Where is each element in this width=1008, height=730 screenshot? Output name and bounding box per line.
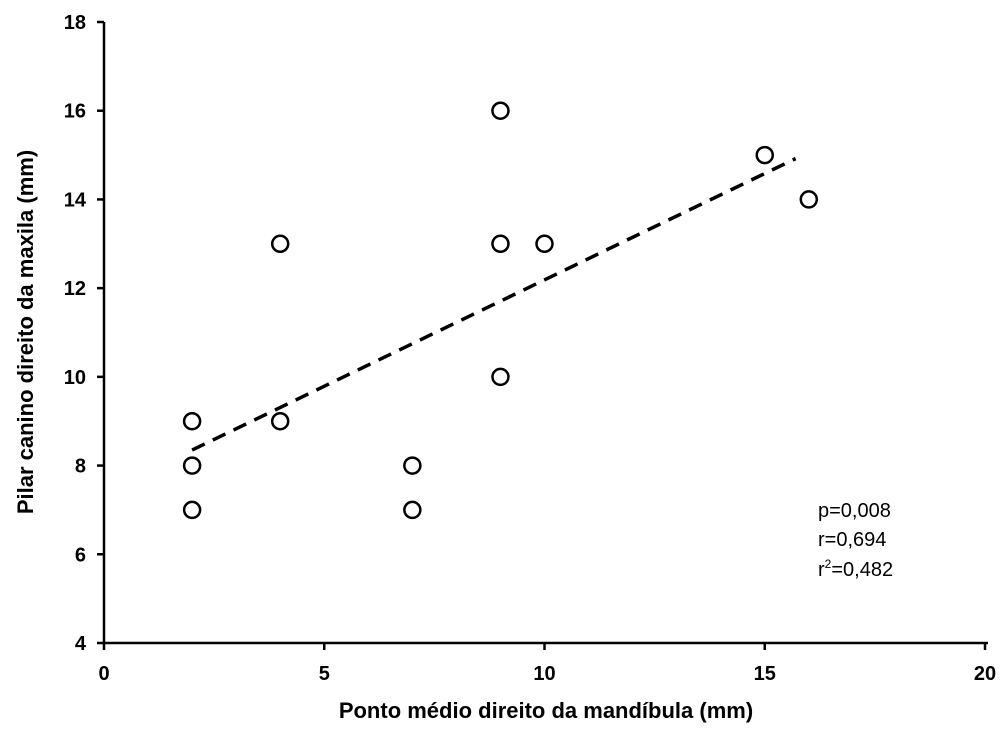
data-point — [491, 367, 510, 387]
data-point — [270, 234, 290, 254]
y-ticks: 4 6 8 10 12 14 16 18 — [64, 12, 104, 655]
x-tick-label: 20 — [974, 663, 996, 685]
data-point — [270, 411, 290, 431]
data-point — [182, 411, 202, 431]
r2-superscript: 2 — [825, 557, 832, 571]
data-point — [403, 456, 422, 475]
trendline — [191, 157, 797, 452]
x-ticks: 0 5 10 15 20 — [98, 643, 996, 685]
trendline-group — [191, 157, 797, 452]
data-point — [182, 456, 202, 475]
data-point — [755, 145, 774, 165]
data-point — [491, 234, 510, 254]
data-points — [182, 101, 819, 520]
stats-annotation: p=0,008 r=0,694 r2=0,482 — [818, 500, 893, 581]
y-tick-label: 10 — [64, 367, 86, 389]
y-tick-label: 18 — [64, 12, 86, 34]
y-tick-label: 12 — [64, 278, 86, 300]
data-point — [491, 101, 510, 120]
data-point — [182, 500, 202, 520]
data-point — [799, 190, 819, 209]
r2-prefix: r — [818, 559, 825, 581]
x-tick-label: 0 — [98, 663, 109, 685]
x-tick-label: 5 — [319, 663, 330, 685]
y-tick-label: 14 — [64, 189, 87, 211]
x-axis-title: Ponto médio direito da mandíbula (mm) — [339, 698, 753, 723]
r2-suffix: =0,482 — [831, 559, 893, 581]
y-axis-title: Pilar canino direito da maxila (mm) — [13, 150, 38, 514]
data-point — [403, 500, 422, 520]
r2-value-text: r2=0,482 — [818, 557, 893, 581]
y-tick-label: 4 — [75, 633, 87, 655]
y-tick-label: 8 — [75, 456, 86, 478]
data-point — [535, 234, 554, 254]
r-value-text: r=0,694 — [818, 529, 886, 551]
y-tick-label: 6 — [75, 544, 86, 566]
y-tick-label: 16 — [64, 101, 86, 123]
x-tick-label: 10 — [533, 663, 555, 685]
x-tick-label: 15 — [754, 663, 776, 685]
p-value-text: p=0,008 — [818, 500, 891, 522]
